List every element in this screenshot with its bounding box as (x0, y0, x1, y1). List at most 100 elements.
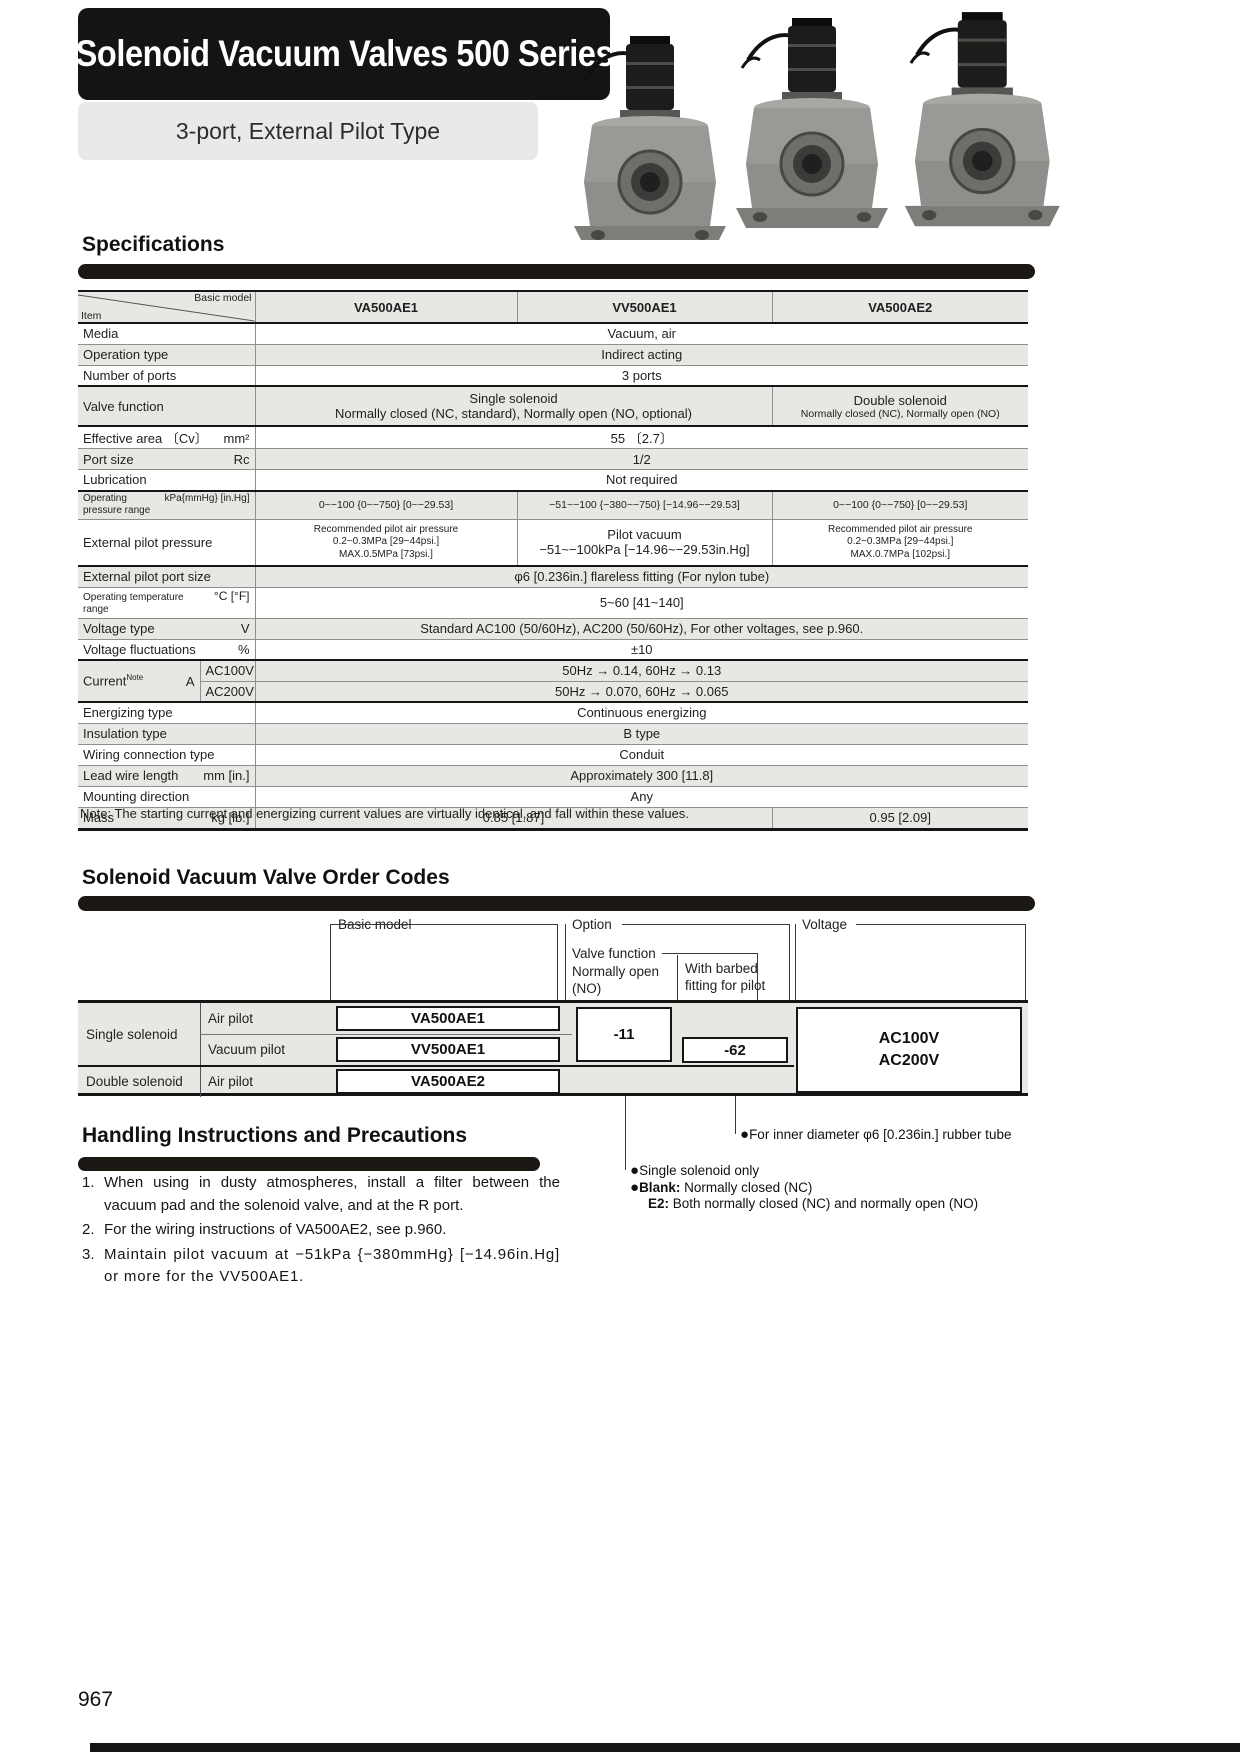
voltage-ac200v: AC200V (878, 1052, 940, 1069)
valve-function-single-line1: Single solenoid (469, 391, 558, 406)
current-ac200v-label: AC200V (199, 680, 255, 702)
item-text: When using in dusty atmospheres, install… (104, 1174, 560, 1214)
spec-row-number-of-ports: Number of ports 3 ports (78, 364, 1028, 386)
current-ac100v-value: 50Hz → 0.14, 60Hz → 0.13 (254, 659, 1028, 681)
spec-row-port-size: Port size Rc 1/2 (78, 448, 1028, 470)
barbed-fitting-label: With barbed fitting for pilot (685, 961, 789, 995)
ext-pilot-va1-line3: MAX.0.5MPa [73psi.] (339, 548, 433, 560)
order-codes-heading: Solenoid Vacuum Valve Order Codes (82, 866, 450, 889)
bullet-e2-bold: E2: (648, 1196, 670, 1211)
row-label: Effective area 〔Cv〕 (83, 431, 208, 446)
row-label: Mass (83, 810, 115, 825)
valve-photo-3 (905, 12, 1060, 226)
pilot-air-2: Air pilot (208, 1073, 254, 1089)
row-label: Media (78, 322, 256, 344)
spec-header-row: Basic model Item VA500AE1 VV500AE1 VA500… (78, 290, 1028, 324)
valve-function-double-line1: Double solenoid (853, 392, 947, 408)
ext-pilot-va2-line1: Recommended pilot air pressure (827, 523, 973, 535)
row-unit: kg [lb.] (211, 810, 250, 825)
handling-item-2: 2. For the wiring instructions of VA500A… (82, 1219, 560, 1242)
row-label: Insulation type (78, 722, 256, 744)
bullet-dot: ● (630, 1179, 640, 1196)
voltage-bracket-right (1025, 924, 1026, 1000)
spec-row-operating-temperature: Operating temperature range °C [°F] 5~60 … (78, 586, 1028, 618)
item-basic-model-corner: Basic model Item (78, 292, 255, 322)
row-label: CurrentNote (83, 673, 144, 689)
option-subdivider (677, 955, 678, 1000)
bullet-blank-nc: ●Blank: Normally closed (NC) (630, 1179, 812, 1196)
voltage-bracket-left (795, 924, 796, 1000)
valve-photo-2 (734, 16, 890, 230)
option-bracket-rule (622, 924, 790, 925)
spec-row-valve-function: Valve function Single solenoid Normally … (78, 385, 1028, 426)
valve-function-bracket-rule (662, 953, 758, 954)
valve-function-single-line2: Normally closed (NC, standard), Normally… (335, 406, 692, 421)
row-unit: Rc (233, 451, 250, 467)
corner-item-label: Item (81, 310, 102, 322)
item-text: Maintain pilot vacuum at −51kPa {−380mmH… (104, 1245, 560, 1286)
normally-open-line2: (NO) (572, 980, 602, 996)
specifications-heading: Specifications (82, 233, 225, 256)
voltage-bracket-rule (856, 924, 1026, 925)
current-ac100v-label: AC100V (199, 659, 255, 681)
item-number: 2. (82, 1221, 95, 1238)
row-value: Vacuum, air (255, 322, 1028, 344)
handling-item-3: 3. Maintain pilot vacuum at −51kPa {−380… (82, 1244, 560, 1289)
spec-row-effective-area: Effective area 〔Cv〕 mm² 55 〔2.7〕 (78, 425, 1028, 449)
ext-pilot-va500ae2: Recommended pilot air pressure 0.2~0.3MP… (771, 518, 1028, 566)
row-value: Conduit (255, 743, 1028, 765)
mass-double-value: 0.95 [2.09] (771, 806, 1028, 831)
pilot-air-1: Air pilot (208, 1011, 254, 1026)
bullet-dot: ● (630, 1162, 640, 1179)
footer-bar (90, 1743, 1240, 1752)
row-label: Port size (83, 451, 134, 467)
bullet-single-only: ●Single solenoid only (630, 1162, 759, 1179)
handling-heading: Handling Instructions and Precautions (82, 1124, 468, 1147)
spec-row-lubrication: Lubrication Not required (78, 469, 1028, 491)
pilot-vacuum: Vacuum pilot (208, 1042, 286, 1057)
row-label: Number of ports (78, 364, 256, 386)
group-single-solenoid: Single solenoid (86, 1026, 178, 1042)
row-label: Energizing type (78, 701, 256, 723)
handling-list: 1. When using in dusty atmospheres, inst… (82, 1172, 560, 1291)
row-unit: mm² (223, 431, 250, 446)
row-label: Lead wire length (83, 768, 179, 783)
valve-function-bracket-drop (757, 953, 758, 1000)
op-pressure-vv500ae1: −51~−100 {−380~−750} [−14.96~−29.53] (516, 489, 772, 519)
spec-table-note: Note: The starting current and energizin… (80, 806, 689, 821)
basic-model-bracket-right (557, 924, 558, 1000)
bullet-single-only-text: Single solenoid only (639, 1163, 760, 1178)
column-header-va500ae1: VA500AE1 (254, 290, 517, 324)
model-box-vv500ae1: VV500AE1 (336, 1037, 560, 1062)
option-bracket-label: Option (572, 917, 612, 932)
ext-pilot-vv500ae1: Pilot vacuum −51~−100kPa [−14.96~−29.53i… (516, 518, 772, 566)
row1-row2-divider (200, 1034, 572, 1035)
ext-pilot-va500ae1: Recommended pilot air pressure 0.2~0.3MP… (255, 518, 517, 566)
row-label: Wiring connection type (78, 743, 256, 765)
row-value: Not required (255, 469, 1028, 491)
page-subtitle: 3-port, External Pilot Type (175, 117, 441, 144)
connector-11 (625, 1096, 626, 1170)
option-box-11: -11 (576, 1007, 672, 1062)
spec-row-media: Media Vacuum, air (78, 322, 1028, 344)
row-label: Operating pressure range (83, 492, 151, 517)
op-pressure-va500ae1: 0~−100 {0~−750} [0~−29.53] (255, 489, 517, 519)
series-title-banner: Solenoid Vacuum Valves 500 Series (75, 8, 613, 100)
basic-model-bracket-left (330, 924, 331, 1000)
item-number: 3. (82, 1245, 95, 1263)
order-codes-table: Single solenoid Double solenoid Air pilo… (78, 1000, 1028, 1097)
row-value: Approximately 300 [11.8] (255, 764, 1028, 786)
row-unit: % (237, 641, 250, 657)
bullet-blank-bold: Blank: (639, 1180, 681, 1195)
barbed-line1: With barbed (685, 961, 758, 976)
model-box-va500ae1: VA500AE1 (336, 1006, 560, 1031)
spec-row-mass: Mass kg [lb.] 0.85 [1.87] 0.95 [2.09] (78, 806, 1028, 831)
bullet-blank-text: Normally closed (NC) (680, 1180, 813, 1195)
row-unit: V (240, 621, 250, 636)
group-divider (200, 1003, 201, 1097)
voltage-box: AC100V AC200V (796, 1007, 1022, 1093)
spec-row-wiring-connection: Wiring connection type Conduit (78, 743, 1028, 765)
current-note-superscript: Note (126, 673, 144, 683)
row-value: Continuous energizing (255, 701, 1028, 723)
row-unit: kPa{mmHg} [in.Hg] (164, 492, 250, 504)
